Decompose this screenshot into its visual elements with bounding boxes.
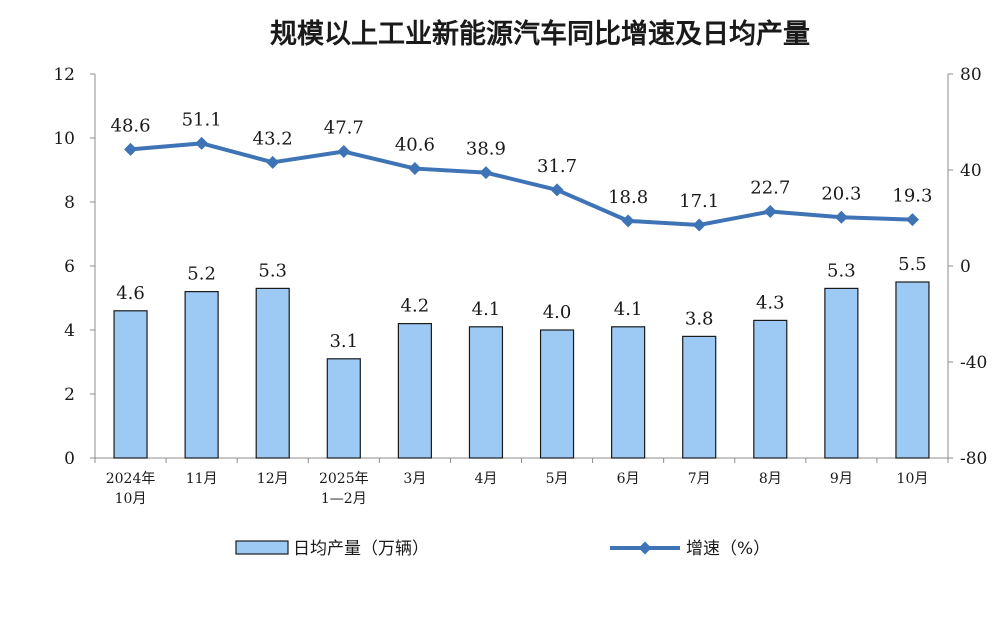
bar xyxy=(255,287,290,459)
bar-data-label: 3.8 xyxy=(685,308,714,329)
line-point xyxy=(834,210,848,224)
bar-data-label: 4.3 xyxy=(756,292,785,313)
x-tick-label: 6月 xyxy=(617,471,640,487)
bar xyxy=(682,335,717,459)
bar xyxy=(184,291,219,459)
x-tick-label: 12月 xyxy=(257,471,289,487)
x-tick-label: 3月 xyxy=(403,471,426,487)
bars-layer xyxy=(113,281,930,459)
left-tick-label: 0 xyxy=(64,449,75,469)
bar-data-label: 5.3 xyxy=(827,260,856,281)
line-data-label: 19.3 xyxy=(892,186,932,207)
bar-data-label: 4.0 xyxy=(543,302,572,323)
bar-data-label: 4.1 xyxy=(472,299,501,320)
line-layer xyxy=(124,136,919,232)
bar xyxy=(326,358,361,459)
bar-data-label: 5.5 xyxy=(898,254,927,275)
bar xyxy=(468,326,504,459)
left-tick-label: 6 xyxy=(64,257,75,277)
line-data-label: 17.1 xyxy=(679,191,719,212)
line-point xyxy=(763,205,777,219)
right-tick-label: -80 xyxy=(960,449,987,469)
line-point xyxy=(692,218,706,232)
bar xyxy=(113,310,148,459)
line-data-label: 43.2 xyxy=(253,128,293,149)
x-tick-label: 4月 xyxy=(474,471,497,487)
legend-line-marker xyxy=(638,541,652,555)
bar-data-label: 4.2 xyxy=(401,296,430,317)
bar xyxy=(397,323,432,459)
bar-data-label: 3.1 xyxy=(329,331,358,352)
line-data-label: 47.7 xyxy=(324,118,364,139)
line-point xyxy=(905,213,919,227)
line-point xyxy=(621,214,635,228)
left-tick-label: 2 xyxy=(64,385,75,405)
line-point xyxy=(408,162,422,176)
line-point xyxy=(266,155,280,169)
legend-line-label: 增速（%） xyxy=(686,539,770,559)
line-point xyxy=(479,166,493,180)
line-data-label: 38.9 xyxy=(466,139,506,160)
legend-bar-swatch xyxy=(235,540,289,555)
x-tick-label: 9月 xyxy=(830,471,853,487)
left-tick-label: 10 xyxy=(53,129,75,149)
line-data-label: 20.3 xyxy=(821,183,861,204)
x-tick-label: 10月 xyxy=(897,471,929,487)
right-tick-label: 0 xyxy=(960,257,971,277)
x-tick-label: 7月 xyxy=(688,471,711,487)
x-tick-label: 8月 xyxy=(759,471,782,487)
right-tick-label: 40 xyxy=(960,161,982,181)
line-point xyxy=(337,145,351,159)
line-point xyxy=(124,142,138,156)
line-point xyxy=(195,136,209,150)
left-tick-label: 4 xyxy=(64,321,75,341)
labels-layer: 4.6 5.2 5.3 3.1 4.2 4.1 4.0 4.1 3.8 4.3 5.3 5.5 48.6… xyxy=(111,109,933,351)
x-tick-label: 2025年 1—2月 xyxy=(319,471,369,507)
bar xyxy=(895,281,930,459)
line-data-label: 22.7 xyxy=(750,178,790,199)
line-data-label: 51.1 xyxy=(182,109,222,130)
right-tick-label: 80 xyxy=(960,65,982,85)
x-tick-label: 2024年 10月 xyxy=(106,471,156,507)
line-data-label: 48.6 xyxy=(111,115,151,136)
x-tick-label: 11月 xyxy=(186,471,218,487)
legend-bar-label: 日均产量（万辆） xyxy=(293,539,429,559)
left-tick-label: 8 xyxy=(64,193,75,213)
bar-data-label: 5.2 xyxy=(187,264,216,285)
line-data-label: 31.7 xyxy=(537,156,577,177)
chart-title: 规模以上工业新能源汽车同比增速及日均产量 xyxy=(270,18,810,50)
line-data-label: 18.8 xyxy=(608,187,648,208)
line-data-label: 40.6 xyxy=(395,135,435,156)
bar xyxy=(611,326,646,459)
bar xyxy=(824,287,859,459)
line-point xyxy=(550,183,564,197)
bar-data-label: 4.6 xyxy=(116,283,145,304)
bar xyxy=(753,319,788,459)
right-tick-label: -40 xyxy=(960,353,987,373)
legend: 日均产量（万辆） 增速（%） xyxy=(235,539,770,559)
left-tick-label: 12 xyxy=(53,65,75,85)
bar-data-label: 5.3 xyxy=(258,260,287,281)
x-tick-label: 5月 xyxy=(546,471,569,487)
bar-data-label: 4.1 xyxy=(614,299,643,320)
growth-line xyxy=(130,141,913,227)
bar xyxy=(539,329,575,459)
axes-layer: 0 2 4 6 8 10 12 -80 -40 0 40 80 2024年 10月 11月 12月 2025年 1… xyxy=(53,65,987,507)
